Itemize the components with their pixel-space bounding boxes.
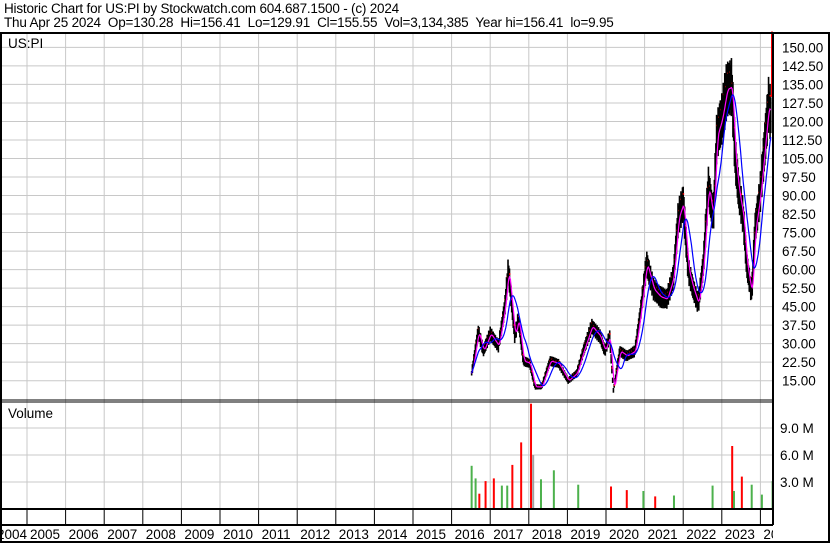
x-tick-label: 2019 bbox=[570, 527, 600, 542]
volume-tick-label: 6.0 M bbox=[780, 448, 814, 463]
outer-border bbox=[0, 32, 830, 543]
volume-bar bbox=[492, 478, 495, 509]
price-tick-label: 37.50 bbox=[782, 318, 816, 333]
axis-labels: 2004 2005 2006 2007 2008 2009 2010 2011 2012 2013… bbox=[0, 40, 823, 542]
price-tick bbox=[711, 199, 714, 202]
volume-bar bbox=[474, 478, 477, 509]
price-tick-label: 75.00 bbox=[782, 226, 816, 241]
price-tick-label: 127.50 bbox=[782, 96, 823, 111]
volume-bar bbox=[500, 485, 503, 509]
x-tick-label: 2023 bbox=[725, 527, 755, 542]
x-tick-label: 2015 bbox=[416, 527, 446, 542]
volume-bar bbox=[484, 481, 487, 509]
price-tick bbox=[613, 384, 616, 387]
price-tick bbox=[513, 324, 515, 326]
volume-bar bbox=[532, 455, 535, 509]
volume-bar bbox=[530, 403, 533, 509]
price-tick-label: 45.00 bbox=[782, 300, 816, 315]
price-tick-label: 67.50 bbox=[782, 244, 816, 259]
price-tick-label: 22.50 bbox=[782, 355, 816, 370]
price-tick-label: 120.00 bbox=[782, 114, 823, 129]
price-tick bbox=[522, 353, 524, 356]
quote-summary: Thu Apr 25 2024 Op=130.28 Hi=156.41 Lo=1… bbox=[4, 15, 614, 30]
volume-bar bbox=[506, 485, 509, 509]
price-tick-label: 15.00 bbox=[782, 374, 816, 389]
x-tick-label: 2017 bbox=[493, 527, 523, 542]
volume-bar bbox=[625, 490, 628, 509]
price-tick-label: 135.00 bbox=[782, 77, 823, 92]
price-tick-label: 82.50 bbox=[782, 207, 816, 222]
price-tick-label: 142.50 bbox=[782, 59, 823, 74]
long-moving-average-line bbox=[471, 94, 772, 387]
price-tick bbox=[769, 94, 772, 97]
x-tick-label: 2005 bbox=[30, 527, 60, 542]
volume-bar bbox=[577, 484, 580, 509]
volume-bar bbox=[672, 495, 675, 509]
price-tick-label: 60.00 bbox=[782, 263, 816, 278]
short-moving-average-line bbox=[471, 86, 772, 388]
symbol-label: US:PI bbox=[8, 36, 43, 51]
volume-label: Volume bbox=[8, 406, 53, 421]
x-tick-label: 2013 bbox=[339, 527, 369, 542]
volume-bar bbox=[711, 485, 714, 509]
volume-bar bbox=[731, 446, 734, 509]
x-tick-label: 2024 bbox=[763, 527, 794, 542]
volume-tick-label: 3.0 M bbox=[780, 475, 814, 490]
grid bbox=[2, 33, 773, 509]
x-tick-label: 2020 bbox=[609, 527, 639, 542]
price-tick-label: 105.00 bbox=[782, 151, 823, 166]
volume-bar bbox=[478, 493, 481, 509]
price-tick bbox=[529, 360, 531, 363]
price-tick bbox=[682, 193, 685, 195]
volume-bars bbox=[470, 403, 774, 509]
price-tick bbox=[740, 193, 743, 196]
volume-bar bbox=[740, 476, 743, 509]
x-tick-label: 2022 bbox=[686, 527, 716, 542]
price-tick-label: 52.50 bbox=[782, 281, 816, 296]
x-tick-label: 2021 bbox=[648, 527, 678, 542]
volume-tick-label: 9.0 M bbox=[780, 421, 814, 436]
volume-bar bbox=[750, 484, 753, 509]
price-tick bbox=[611, 367, 613, 369]
price-series bbox=[470, 31, 773, 393]
volume-bar bbox=[642, 491, 645, 509]
x-tick-label: 2016 bbox=[455, 527, 485, 542]
x-tick-label: 2007 bbox=[107, 527, 137, 542]
price-tick-label: 90.00 bbox=[782, 189, 816, 204]
x-tick-label: 2010 bbox=[223, 527, 253, 542]
volume-bar bbox=[552, 470, 555, 509]
volume-bar bbox=[760, 494, 763, 509]
x-tick-label: 2004 bbox=[0, 527, 28, 542]
x-tick-label: 2014 bbox=[377, 527, 408, 542]
chart-frame bbox=[0, 32, 830, 543]
volume-bar bbox=[654, 496, 657, 509]
volume-bar bbox=[520, 442, 523, 509]
chart-title: Historic Chart for US:PI by Stockwatch.c… bbox=[4, 1, 399, 16]
volume-bar bbox=[732, 491, 735, 509]
price-tick bbox=[508, 273, 511, 275]
price-tick-label: 150.00 bbox=[782, 40, 823, 55]
volume-bar bbox=[539, 479, 542, 509]
price-tick-label: 112.50 bbox=[782, 133, 822, 148]
x-tick-label: 2011 bbox=[262, 527, 291, 542]
x-tick-label: 2008 bbox=[146, 527, 176, 542]
price-tick-label: 30.00 bbox=[782, 337, 816, 352]
x-tick-label: 2012 bbox=[300, 527, 330, 542]
price-tick-label: 97.50 bbox=[782, 170, 816, 185]
volume-bar bbox=[511, 464, 514, 509]
volume-bar bbox=[470, 465, 473, 509]
x-tick-label: 2009 bbox=[184, 527, 214, 542]
volume-bar bbox=[610, 486, 613, 509]
x-tick-label: 2006 bbox=[69, 527, 99, 542]
x-tick-labels: 2004 2005 2006 2007 2008 2009 2010 2011 2012 2013… bbox=[0, 527, 794, 542]
x-tick-label: 2018 bbox=[532, 527, 562, 542]
price-tick bbox=[609, 333, 611, 335]
price-tick bbox=[531, 370, 533, 373]
